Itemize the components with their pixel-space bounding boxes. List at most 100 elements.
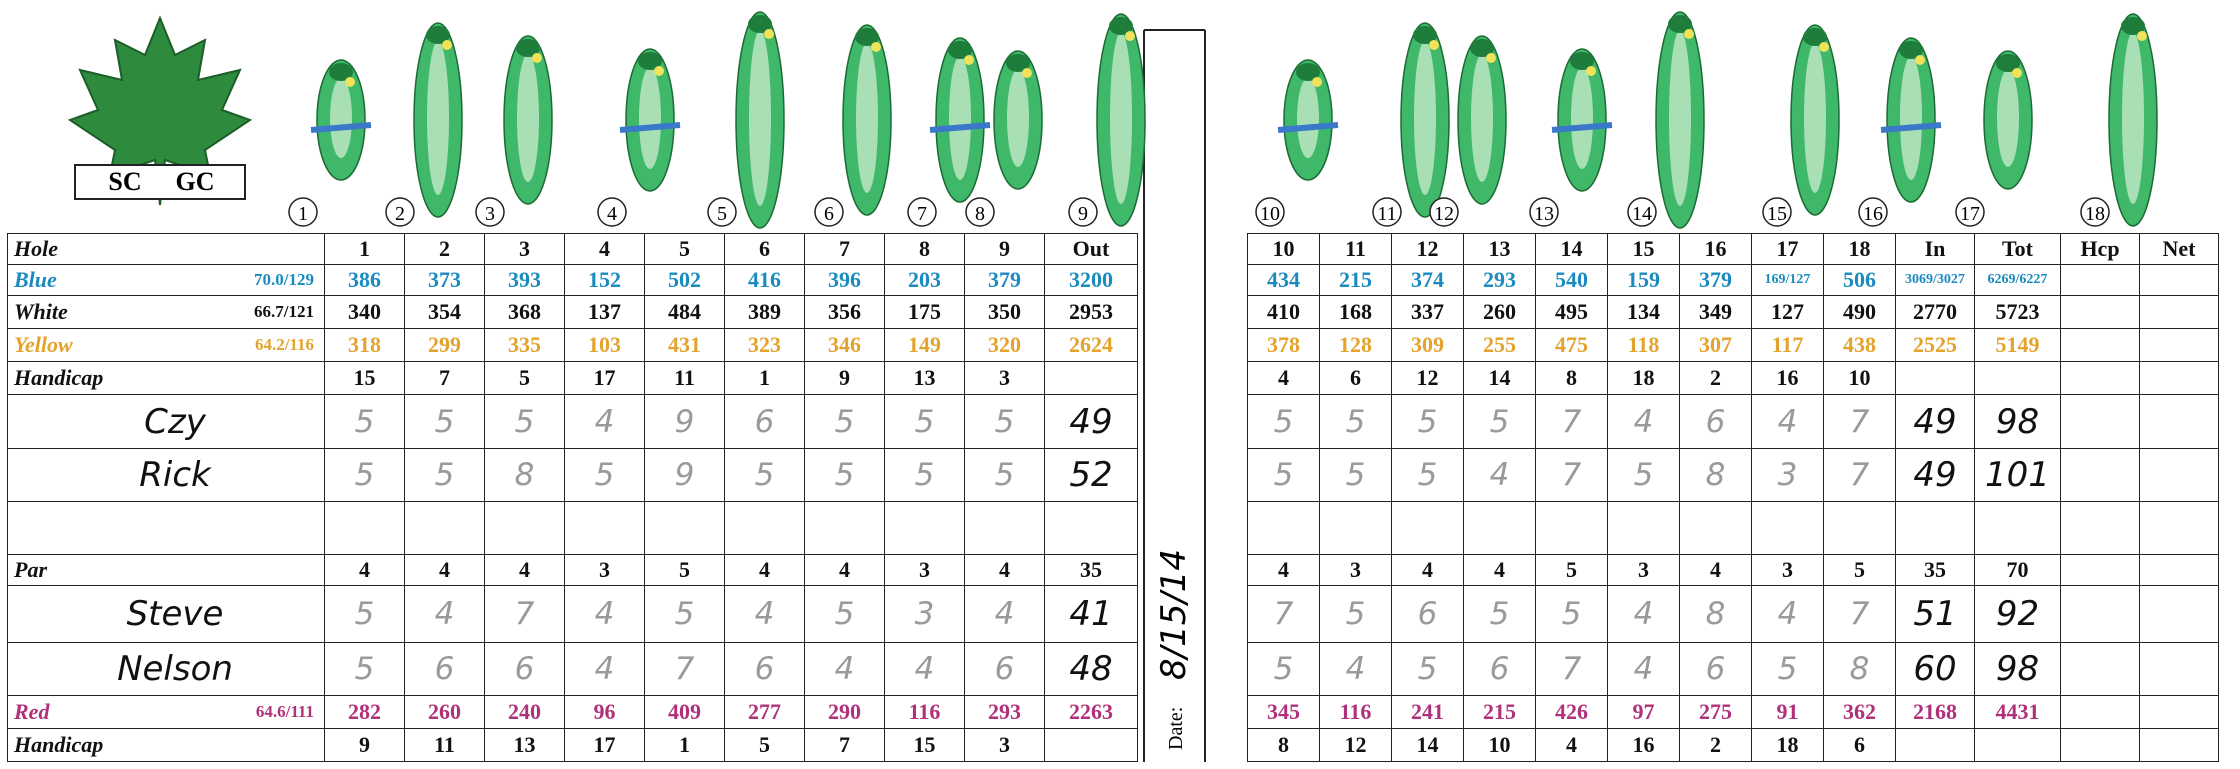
value-cell: 18	[1751, 728, 1824, 762]
score-cell: 7	[1535, 448, 1608, 502]
value-cell: 5723	[1974, 295, 2061, 329]
value-cell: 335	[484, 328, 565, 362]
hole-map-water	[1551, 122, 1613, 133]
score-cell: 51	[1895, 585, 1975, 643]
score-cell: 5	[1463, 394, 1536, 449]
score-cell	[1751, 501, 1824, 555]
score-cell	[1535, 501, 1608, 555]
score-cell: 5	[1463, 585, 1536, 643]
value-cell: 117	[1751, 328, 1824, 362]
value-cell: 345	[1247, 695, 1320, 729]
score-cell: 7	[1247, 585, 1320, 643]
score-cell: 5	[1247, 394, 1320, 449]
value-cell: 9	[324, 728, 405, 762]
score-cell: 5	[964, 448, 1045, 502]
score-cell: 6	[964, 642, 1045, 696]
value-cell: 15	[884, 728, 965, 762]
hole-number-circle	[1762, 197, 1792, 227]
value-cell: 9	[964, 233, 1045, 265]
value-cell: 373	[404, 264, 485, 296]
score-cell	[724, 501, 805, 555]
score-cell: 7	[484, 585, 565, 643]
hole-number-circle	[597, 197, 627, 227]
row-label: Handicap	[7, 361, 325, 395]
player-name	[7, 501, 325, 555]
score-cell	[324, 501, 405, 555]
hole-map-fairway	[2122, 32, 2144, 204]
value-cell: 3	[884, 554, 965, 586]
row-label: 70.0/129 Blue	[7, 264, 325, 296]
row-label-text: Par	[14, 557, 47, 582]
hole-map-water	[929, 122, 991, 133]
value-cell	[2139, 295, 2219, 329]
score-row: 8 12 14 10 4 16 2 18 6	[1247, 728, 2219, 762]
value-cell: 2263	[1044, 695, 1138, 729]
value-cell: 307	[1679, 328, 1752, 362]
value-cell: 4	[1679, 554, 1752, 586]
hole-map-green	[748, 15, 772, 33]
score-cell: 6	[724, 394, 805, 449]
score-cell: 98	[1974, 394, 2061, 449]
score-cell	[2139, 501, 2219, 555]
value-cell: 495	[1535, 295, 1608, 329]
value-cell: 70	[1974, 554, 2061, 586]
value-cell: 17	[1751, 233, 1824, 265]
score-cell	[804, 501, 885, 555]
score-cell: 5	[1535, 585, 1608, 643]
score-cell: 5	[404, 394, 485, 449]
value-cell: 6	[1319, 361, 1392, 395]
value-cell: 3	[964, 728, 1045, 762]
hole-map-fairway	[330, 78, 352, 158]
score-cell: 6	[1679, 642, 1752, 696]
hole-number-circle	[385, 197, 415, 227]
value-cell: 127	[1751, 295, 1824, 329]
hole-number: 2	[395, 203, 405, 225]
hole-map-green	[1668, 15, 1692, 33]
hole-map-water	[619, 122, 681, 133]
value-cell: 277	[724, 695, 805, 729]
value-cell: 134	[1607, 295, 1680, 329]
score-cell: 8	[1679, 585, 1752, 643]
date-value: 8/15/14	[1154, 549, 1194, 680]
value-cell: 16	[1607, 728, 1680, 762]
value-cell: 5149	[1974, 328, 2061, 362]
row-label-text: Red	[14, 699, 50, 724]
hole-number: 15	[1767, 203, 1787, 225]
value-cell	[2139, 728, 2219, 762]
value-cell: 137	[564, 295, 645, 329]
value-cell: 5	[484, 361, 565, 395]
hole-map-fairway	[1669, 30, 1691, 206]
value-cell: In	[1895, 233, 1975, 265]
value-cell: 3	[1751, 554, 1824, 586]
row-label: 64.2/116 Yellow	[7, 328, 325, 362]
value-cell: 396	[804, 264, 885, 296]
value-cell: 293	[1463, 264, 1536, 296]
hole-map-green	[1899, 41, 1923, 59]
score-row: 5 5 5 4 7 5 8 3 7 49 101	[1247, 448, 2219, 502]
value-cell: 4	[1391, 554, 1464, 586]
value-cell	[2060, 728, 2140, 762]
value-cell: 13	[484, 728, 565, 762]
value-cell: 14	[1463, 361, 1536, 395]
score-cell: 8	[1679, 448, 1752, 502]
hole-map-bunker	[1022, 68, 1032, 78]
score-cell: 98	[1974, 642, 2061, 696]
score-cell: 5	[324, 448, 405, 502]
score-cell: 8	[484, 448, 565, 502]
value-cell: 215	[1463, 695, 1536, 729]
hole-number-circle	[1372, 197, 1402, 227]
value-cell: 2525	[1895, 328, 1975, 362]
row-label-text: Handicap	[14, 365, 104, 390]
hole-map-bunker	[654, 66, 664, 76]
value-cell: 149	[884, 328, 965, 362]
score-cell: 7	[1823, 394, 1896, 449]
score-cell	[1463, 501, 1536, 555]
hole-map-fairway	[1471, 54, 1493, 182]
value-cell: 5	[644, 233, 725, 265]
player-name: Rick	[7, 448, 325, 502]
hole-map-fairway	[639, 67, 661, 169]
value-cell: 4	[484, 554, 565, 586]
value-cell: 175	[884, 295, 965, 329]
score-cell: 5	[724, 448, 805, 502]
value-cell: 354	[404, 295, 485, 329]
